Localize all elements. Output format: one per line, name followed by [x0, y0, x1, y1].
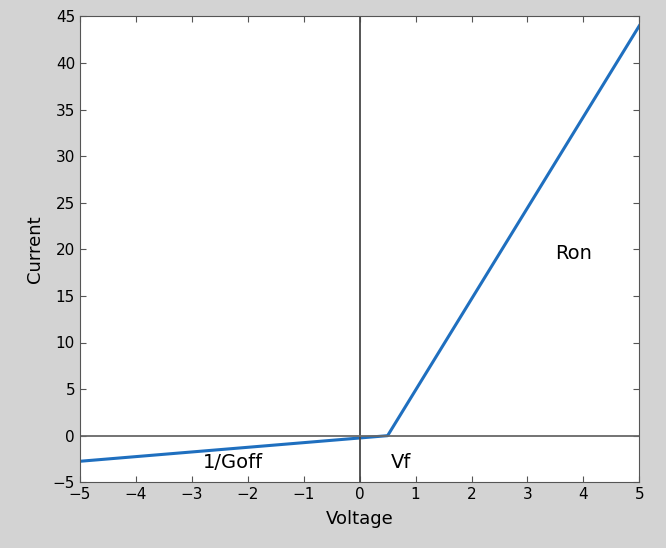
Y-axis label: Current: Current	[27, 215, 45, 283]
Text: 1/Goff: 1/Goff	[203, 453, 263, 472]
X-axis label: Voltage: Voltage	[326, 510, 394, 528]
Text: Vf: Vf	[390, 453, 411, 472]
Text: Ron: Ron	[555, 244, 592, 262]
